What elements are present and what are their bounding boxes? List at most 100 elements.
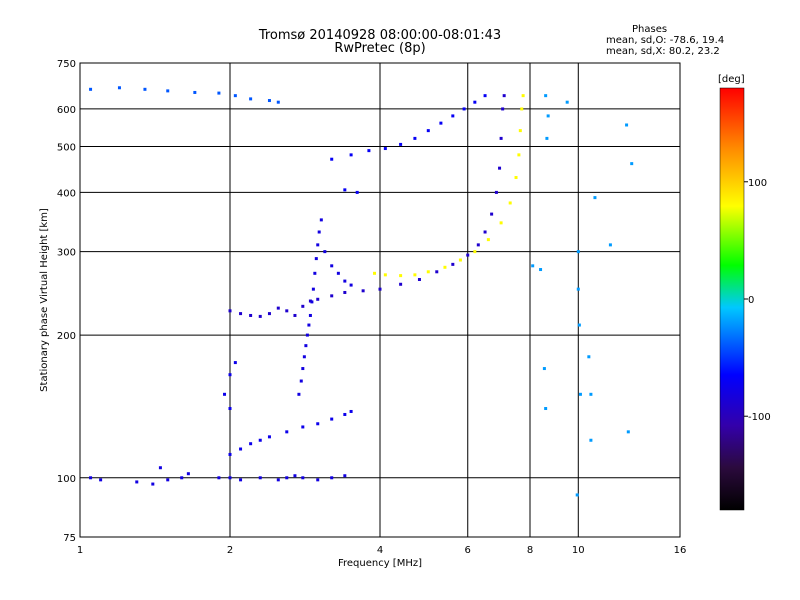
- data-point: [293, 313, 297, 317]
- data-point: [135, 480, 139, 484]
- data-point: [473, 100, 477, 104]
- data-point: [151, 482, 155, 486]
- data-point: [316, 243, 320, 247]
- data-point: [545, 136, 549, 140]
- data-point: [514, 176, 518, 180]
- data-point: [349, 283, 353, 287]
- data-point: [228, 452, 232, 456]
- x-tick-label: 4: [377, 545, 383, 556]
- data-point: [313, 271, 317, 275]
- data-point: [249, 442, 253, 446]
- chart-title: Tromsø 20140928 08:00:00-08:01:43: [258, 28, 502, 43]
- data-point: [417, 278, 421, 282]
- data-point: [223, 392, 227, 396]
- data-point: [258, 476, 262, 480]
- data-point: [451, 262, 455, 266]
- data-point: [330, 294, 334, 298]
- data-point: [466, 253, 470, 257]
- data-point: [542, 367, 546, 371]
- data-point: [349, 409, 353, 413]
- data-point: [228, 309, 232, 313]
- data-point: [343, 412, 347, 416]
- data-point: [193, 90, 197, 94]
- y-tick-label: 400: [57, 188, 76, 199]
- data-point: [276, 100, 280, 104]
- x-tick-label: 10: [572, 545, 585, 556]
- data-point: [589, 438, 593, 442]
- chart-subtitle: RwPretec (8p): [334, 41, 426, 56]
- y-tick-label: 300: [57, 248, 76, 259]
- data-point: [217, 91, 221, 95]
- data-point: [517, 153, 521, 157]
- data-point: [589, 392, 593, 396]
- stats-title: Phases: [632, 24, 668, 35]
- data-point: [239, 312, 243, 316]
- data-point: [302, 355, 306, 359]
- data-point: [426, 270, 430, 274]
- data-point: [443, 265, 447, 269]
- data-point: [217, 476, 221, 480]
- data-point: [228, 407, 232, 411]
- data-point: [539, 268, 543, 272]
- data-point: [330, 476, 334, 480]
- data-point: [297, 392, 301, 396]
- data-point: [330, 264, 334, 268]
- data-point: [314, 257, 318, 261]
- data-point: [180, 476, 184, 480]
- data-point: [343, 188, 347, 192]
- data-point: [498, 166, 502, 170]
- y-tick-label: 200: [57, 331, 76, 342]
- data-point: [316, 422, 320, 426]
- x-tick-label: 2: [227, 545, 233, 556]
- data-point: [587, 355, 591, 359]
- data-point: [228, 373, 232, 377]
- data-point: [158, 466, 162, 470]
- data-point: [458, 258, 462, 262]
- data-point: [166, 89, 170, 93]
- data-point: [143, 87, 147, 91]
- data-point: [89, 476, 93, 480]
- data-point: [299, 379, 303, 383]
- data-point: [276, 478, 280, 482]
- data-point: [99, 478, 103, 482]
- data-point: [308, 313, 312, 317]
- data-point: [520, 107, 524, 111]
- data-point: [518, 129, 522, 133]
- y-tick-label: 500: [57, 142, 76, 153]
- stats-x: mean, sd,X: 80.2, 23.2: [606, 46, 720, 57]
- data-point: [544, 407, 548, 411]
- data-point: [426, 129, 430, 133]
- data-point: [249, 97, 253, 101]
- data-point: [378, 287, 382, 291]
- data-point: [565, 100, 569, 104]
- data-point: [367, 149, 371, 153]
- data-point: [316, 478, 320, 482]
- data-point: [383, 273, 387, 277]
- data-point: [239, 478, 243, 482]
- x-axis-label: Frequency [MHz]: [338, 558, 422, 569]
- data-point: [413, 273, 417, 277]
- data-point: [336, 271, 340, 275]
- data-point: [305, 333, 309, 337]
- data-point: [343, 290, 347, 294]
- colorbar-tick-label: 0: [748, 295, 754, 306]
- data-point: [625, 123, 629, 127]
- data-point: [361, 289, 365, 293]
- data-point: [330, 157, 334, 161]
- data-point: [330, 417, 334, 421]
- data-point: [267, 435, 271, 439]
- data-point: [276, 306, 280, 310]
- data-point: [317, 230, 321, 234]
- data-point: [508, 201, 512, 205]
- data-point: [293, 474, 297, 478]
- x-tick-label: 8: [527, 545, 533, 556]
- data-point: [316, 297, 320, 301]
- data-point: [373, 271, 377, 275]
- data-point: [578, 392, 582, 396]
- data-point: [343, 474, 347, 478]
- data-point: [486, 238, 490, 242]
- data-point: [349, 153, 353, 157]
- data-point: [576, 250, 580, 254]
- data-point: [285, 476, 289, 480]
